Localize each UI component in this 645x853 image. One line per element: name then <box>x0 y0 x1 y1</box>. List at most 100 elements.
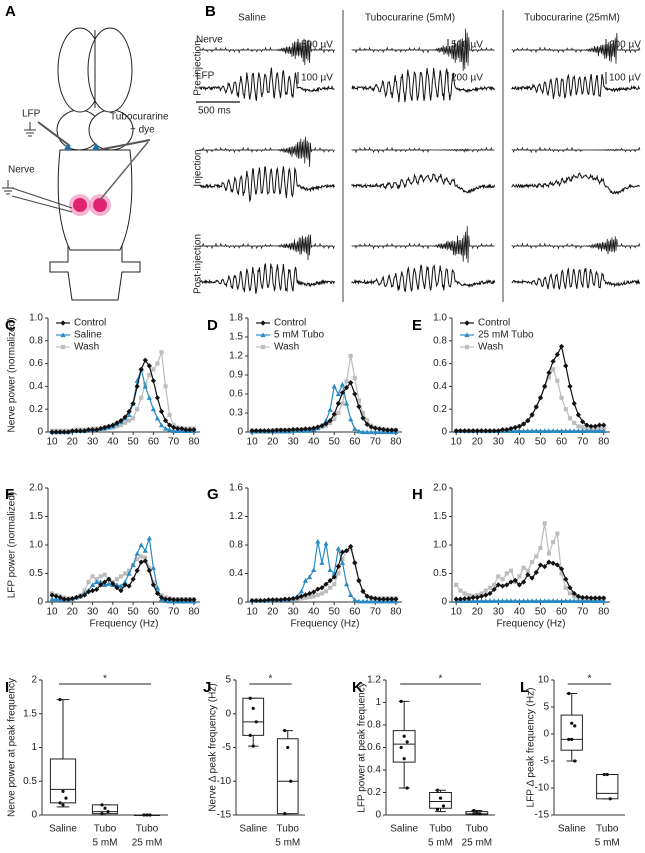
point <box>57 429 63 435</box>
point <box>368 595 374 601</box>
point <box>608 797 612 801</box>
brain-schematic <box>49 27 141 301</box>
point <box>525 418 531 424</box>
point <box>372 425 378 431</box>
x-tick-label: Saline <box>49 824 77 835</box>
dye-pipette <box>99 141 149 201</box>
point <box>270 428 276 434</box>
point <box>567 585 573 591</box>
point <box>331 383 337 389</box>
point <box>126 583 132 589</box>
dye-spot <box>73 198 87 212</box>
point <box>286 427 292 433</box>
point <box>103 806 107 810</box>
scale-label: 100 µV <box>301 73 333 84</box>
ground-symbol <box>24 122 36 137</box>
x-tick-label: Saline <box>390 824 418 835</box>
point <box>323 421 329 427</box>
point <box>290 595 296 602</box>
point <box>61 596 67 602</box>
point <box>554 351 560 358</box>
point <box>601 422 607 428</box>
significance-label: * <box>269 674 273 685</box>
point <box>114 585 120 591</box>
y-tick-label: 0 <box>543 729 549 740</box>
x-tick-label: 40 <box>514 437 526 448</box>
x-tick-label: Tubo <box>94 824 117 835</box>
x-axis-label: Frequency (Hz) <box>291 619 360 630</box>
x-tick-label: 40 <box>308 607 320 618</box>
point <box>550 358 556 364</box>
x-tick-label: 60 <box>148 607 160 618</box>
point <box>171 597 177 603</box>
x-tick-label: 50 <box>535 437 547 448</box>
point <box>307 426 313 432</box>
point <box>98 579 104 585</box>
scale-label: 500 µV <box>451 40 483 51</box>
point <box>251 706 255 710</box>
point <box>554 562 560 568</box>
x-tick-label: 50 <box>128 437 140 448</box>
point <box>142 548 148 553</box>
point <box>340 557 345 562</box>
point <box>82 588 87 593</box>
point <box>130 576 136 582</box>
point <box>570 737 574 742</box>
y-tick-label: 0.4 <box>29 381 43 392</box>
point <box>558 428 565 433</box>
point <box>98 425 104 432</box>
point <box>504 582 510 588</box>
point <box>81 428 88 434</box>
point <box>571 590 577 597</box>
point <box>580 428 586 433</box>
point <box>134 383 140 389</box>
point <box>179 597 185 603</box>
point <box>492 582 497 587</box>
point <box>571 400 577 407</box>
y-tick-label: 0.5 <box>29 568 43 579</box>
point <box>251 744 255 748</box>
point <box>126 570 132 576</box>
lfp-trace <box>199 67 335 101</box>
drug-label: Tubocurarine <box>110 112 169 123</box>
point <box>167 596 173 602</box>
point <box>525 568 530 573</box>
point <box>462 591 467 596</box>
series-line <box>252 355 396 432</box>
point <box>551 540 556 545</box>
panel-letter: D <box>207 317 218 334</box>
point <box>270 597 276 603</box>
point <box>134 568 140 574</box>
series-line <box>51 560 194 601</box>
point <box>302 578 309 583</box>
point <box>563 585 568 590</box>
point <box>380 426 387 433</box>
y-tick-label: 0.5 <box>23 776 37 787</box>
point <box>559 571 564 576</box>
y-axis-label: Nerve power (normalized) <box>7 317 18 432</box>
point <box>163 384 168 389</box>
point <box>294 426 300 433</box>
point <box>187 427 193 433</box>
y-tick-label: 2.0 <box>433 483 447 494</box>
point <box>283 729 287 733</box>
point <box>491 428 497 434</box>
panel-letter: E <box>412 317 422 334</box>
point <box>372 429 378 435</box>
point <box>57 594 63 601</box>
point <box>145 813 149 817</box>
point <box>348 380 354 386</box>
point <box>592 428 598 433</box>
y-tick-label: 1 <box>31 742 37 753</box>
point <box>94 577 99 582</box>
point <box>69 595 75 602</box>
x-tick-label: Tubo <box>596 824 619 835</box>
point <box>114 420 120 426</box>
y-tick-label: 5 <box>225 675 231 686</box>
y-tick-label: -10 <box>535 783 550 794</box>
point <box>474 594 480 601</box>
point <box>537 598 544 603</box>
point <box>529 575 535 581</box>
dye-spot <box>93 198 107 212</box>
point <box>134 550 140 556</box>
